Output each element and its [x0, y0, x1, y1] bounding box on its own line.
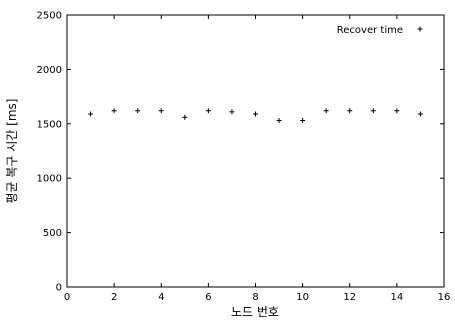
- x-tick-label: 4: [158, 292, 164, 303]
- y-tick-label: 2000: [37, 65, 62, 76]
- data-point: [158, 108, 164, 114]
- legend: Recover time: [337, 25, 423, 36]
- y-tick-label: 2500: [37, 11, 62, 22]
- data-point: [182, 114, 188, 120]
- data-point: [300, 118, 306, 124]
- x-tick-label: 12: [343, 292, 356, 303]
- data-point: [111, 108, 117, 114]
- data-point: [253, 111, 258, 117]
- legend-label: Recover time: [337, 25, 403, 36]
- data-point: [323, 108, 329, 114]
- x-tick-label: 0: [64, 292, 70, 303]
- data-point: [88, 111, 94, 117]
- x-axis-label: 노드 번호: [231, 305, 279, 319]
- y-axis-label: 평균 복구 시간 [ms]: [5, 99, 19, 204]
- data-point: [347, 108, 353, 114]
- y-tick-label: 500: [43, 228, 62, 239]
- data-point: [229, 109, 235, 115]
- data-point: [417, 111, 423, 117]
- legend-marker: [417, 26, 423, 32]
- x-axis: 0 2 4 6 8 10 12 14 16: [64, 15, 451, 303]
- x-tick-label: 2: [111, 292, 117, 303]
- data-point: [276, 118, 282, 124]
- data-point: [135, 108, 141, 114]
- x-tick-label: 10: [296, 292, 309, 303]
- data-point: [370, 108, 376, 114]
- data-point: [205, 108, 211, 114]
- y-axis: 0 500 1000 1500 2000 2500: [37, 11, 444, 294]
- x-tick-label: 14: [391, 292, 404, 303]
- y-tick-label: 1000: [37, 174, 62, 185]
- data-point: [394, 108, 400, 114]
- x-tick-label: 6: [205, 292, 211, 303]
- y-tick-label: 0: [56, 283, 62, 294]
- x-tick-label: 16: [438, 292, 451, 303]
- y-tick-label: 1500: [37, 119, 62, 130]
- x-tick-label: 8: [252, 292, 258, 303]
- legend-plus-marker: [417, 26, 423, 32]
- data-points: [88, 108, 423, 124]
- plot-frame: [66, 14, 445, 288]
